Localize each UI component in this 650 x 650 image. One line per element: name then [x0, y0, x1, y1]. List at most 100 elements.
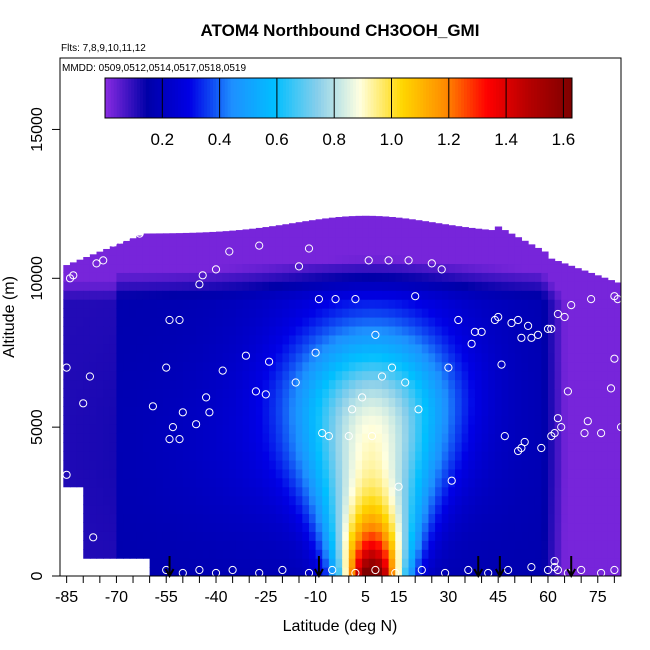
heatmap-cell [142, 450, 151, 461]
heatmap-cell [581, 325, 589, 336]
heatmap-cell [342, 245, 350, 256]
heatmap-cell [494, 308, 503, 318]
heatmap-cell [202, 263, 210, 273]
heatmap-cell [282, 433, 290, 443]
colorbar-segment [323, 78, 328, 118]
heatmap-cell [255, 272, 264, 282]
heatmap-cell [541, 361, 549, 372]
heatmap-cell [461, 406, 469, 416]
heatmap-cell [567, 459, 576, 470]
heatmap-cell [136, 415, 144, 425]
heatmap-cell [554, 406, 562, 416]
heatmap-cell [222, 361, 230, 372]
heatmap-cell [594, 513, 602, 524]
heatmap-cell [614, 540, 621, 550]
heatmap-cell [136, 477, 144, 488]
heatmap-cell [594, 275, 602, 282]
heatmap-cell [488, 334, 496, 345]
heatmap-cell [541, 251, 549, 256]
heatmap-cell [156, 468, 164, 479]
heatmap-cell [474, 281, 483, 291]
colorbar-segment [487, 78, 491, 118]
x-tick-label: -70 [105, 589, 128, 606]
heatmap-cell [554, 486, 562, 497]
heatmap-cell [129, 504, 137, 515]
heatmap-cell [514, 567, 523, 576]
heatmap-cell [408, 343, 416, 354]
heatmap-cell [335, 486, 343, 497]
colorbar-tick-label: 1.6 [552, 130, 576, 149]
heatmap-cell [282, 343, 290, 354]
heatmap-cell [528, 325, 536, 336]
heatmap-cell [514, 459, 523, 470]
heatmap-cell [448, 370, 456, 381]
heatmap-cell [421, 272, 430, 282]
heatmap-cell [269, 468, 277, 479]
heatmap-cell [574, 540, 582, 550]
heatmap-cell [156, 233, 164, 238]
colorbar-segment [376, 78, 380, 118]
heatmap-cell [561, 424, 569, 434]
heatmap-cell [282, 281, 290, 291]
heatmap-cell [448, 254, 456, 265]
colorbar-segment [437, 78, 442, 118]
heatmap-cell [421, 388, 430, 398]
heatmap-cell [381, 272, 390, 282]
heatmap-cell [388, 217, 396, 220]
heatmap-cell [375, 343, 383, 354]
heatmap-cell [601, 531, 609, 541]
colorbar-segment [119, 78, 124, 118]
heatmap-cell [322, 540, 330, 550]
heatmap-cell [255, 567, 264, 576]
heatmap-cell [355, 406, 363, 416]
heatmap-cell [428, 272, 436, 282]
heatmap-cell [289, 334, 297, 345]
heatmap-cell [89, 450, 98, 461]
heatmap-cell [521, 254, 529, 265]
heatmap-cell [587, 549, 596, 559]
heatmap-cell [235, 504, 244, 515]
heatmap-cell [142, 233, 151, 238]
colorbar-segment [183, 78, 188, 118]
heatmap-cell [222, 370, 230, 381]
data-point [543, 565, 553, 575]
heatmap-cell [455, 334, 463, 345]
heatmap-cell [182, 308, 191, 318]
heatmap-cell [508, 549, 516, 559]
heatmap-cell [328, 397, 337, 407]
data-point [580, 429, 589, 438]
heatmap-cell [202, 361, 210, 372]
heatmap-cell [388, 299, 396, 309]
heatmap-cell [561, 263, 569, 273]
colorbar-segment [428, 78, 433, 118]
heatmap-cell [481, 263, 489, 273]
heatmap-cell [408, 415, 416, 425]
heatmap-cell [202, 495, 210, 506]
heatmap-cell [494, 406, 503, 416]
heatmap-cell [302, 406, 310, 416]
heatmap-cell [534, 379, 542, 390]
heatmap-cell [521, 424, 529, 434]
heatmap-cell [282, 272, 290, 282]
heatmap-cell [295, 567, 303, 576]
heatmap-cell [501, 442, 509, 452]
heatmap-cell [322, 299, 330, 309]
heatmap-cell [534, 567, 542, 576]
heatmap-cell [481, 388, 489, 398]
heatmap-cell [561, 495, 569, 506]
heatmap-cell [368, 459, 376, 470]
heatmap-cell [368, 549, 376, 559]
heatmap-cell [381, 281, 390, 291]
heatmap-cell [242, 254, 250, 265]
heatmap-cell [255, 352, 264, 363]
heatmap-cell [514, 406, 523, 416]
heatmap-cell [63, 325, 71, 336]
heatmap-cell [554, 442, 562, 452]
heatmap-cell [156, 379, 164, 390]
heatmap-cell [289, 406, 297, 416]
heatmap-cell [528, 567, 536, 576]
heatmap-cell [308, 370, 317, 381]
heatmap-cell [607, 299, 615, 309]
heatmap-cell [202, 567, 210, 576]
heatmap-cell [83, 334, 91, 345]
